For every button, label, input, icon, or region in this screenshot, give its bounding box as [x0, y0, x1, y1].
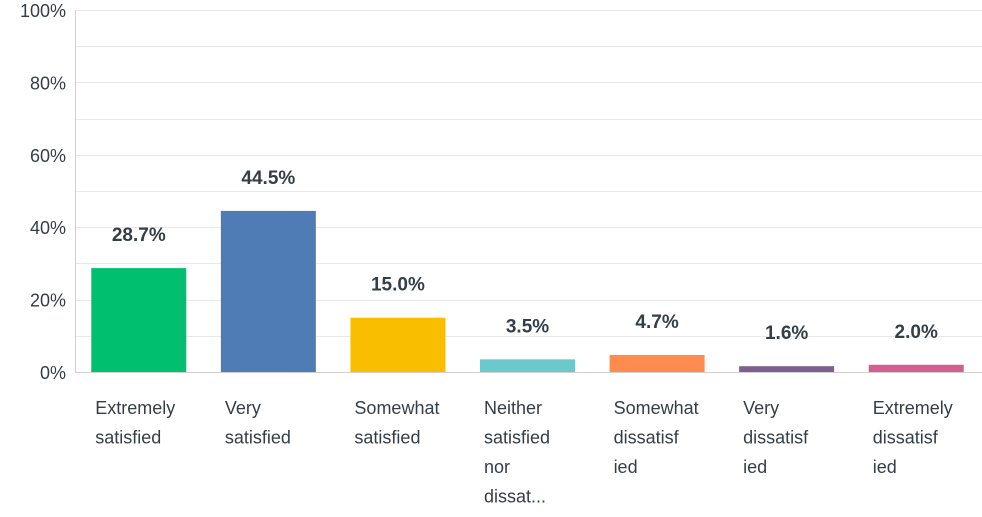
x-category-label: Somewhat dissatisf ied — [614, 398, 699, 477]
y-tick-label: 60% — [30, 146, 66, 166]
bar — [739, 366, 835, 372]
x-category-label-line: satisfied — [225, 428, 291, 448]
bar — [868, 364, 964, 372]
x-category-label-line: Somewhat — [614, 398, 699, 418]
data-label: 1.6% — [765, 323, 808, 344]
data-label: 28.7% — [112, 225, 166, 246]
data-label: 2.0% — [895, 322, 938, 343]
bar — [609, 354, 705, 372]
data-label: 4.7% — [635, 312, 678, 333]
x-category-label-line: satisfied — [484, 428, 550, 448]
x-category-label-line: Very — [225, 398, 261, 418]
x-category-label-line: Somewhat — [354, 398, 439, 418]
y-tick-label: 20% — [30, 291, 66, 311]
data-label: 3.5% — [506, 316, 549, 337]
bar — [350, 317, 446, 372]
data-label: 44.5% — [241, 168, 295, 189]
y-tick-label: 40% — [30, 218, 66, 238]
x-category-label: Very dissatisf ied — [743, 398, 809, 477]
x-category-label-line: ied — [614, 457, 638, 477]
x-category-label: Extremely satisfied — [95, 398, 175, 448]
x-category-label-line: Extremely — [95, 398, 175, 418]
x-category-label: Neither satisfied nor dissat... — [484, 398, 550, 507]
x-category-label-line: ied — [743, 457, 767, 477]
x-category-label-line: Very — [743, 398, 779, 418]
x-category-label-line: Extremely — [873, 398, 953, 418]
gridlines — [75, 10, 982, 337]
data-label: 15.0% — [371, 275, 425, 296]
y-tick-label: 100% — [20, 1, 66, 21]
x-category-label-line: nor — [484, 457, 510, 477]
x-category-label: Very satisfied — [225, 398, 291, 448]
x-category-label-line: dissat... — [484, 487, 546, 507]
x-category-label-line: dissatisf — [743, 428, 809, 448]
x-category-label-line: satisfied — [354, 428, 420, 448]
bar — [91, 268, 187, 372]
bar — [220, 210, 316, 372]
x-category-label: Extremely dissatisf ied — [873, 398, 953, 477]
y-tick-label: 0% — [40, 363, 66, 383]
x-category-label-line: dissatisf — [614, 428, 680, 448]
x-category-label-line: dissatisf — [873, 428, 939, 448]
x-category-label-line: ied — [873, 457, 897, 477]
y-tick-label: 80% — [30, 73, 66, 93]
x-category-label-line: Neither — [484, 398, 542, 418]
x-category-label: Somewhat satisfied — [354, 398, 439, 448]
bar — [480, 359, 575, 372]
x-category-label-line: satisfied — [95, 428, 161, 448]
